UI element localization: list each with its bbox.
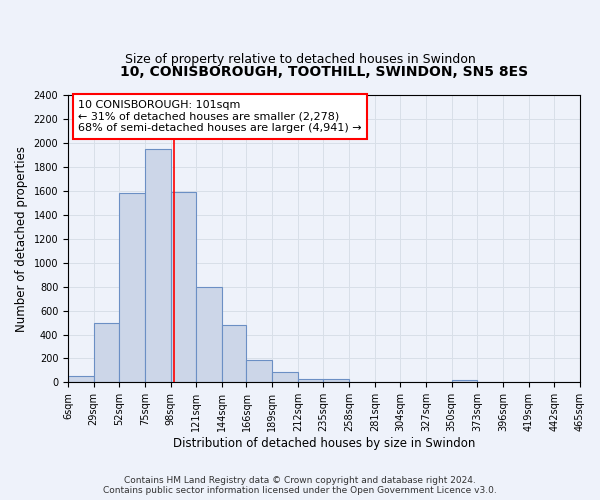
Bar — [323, 379, 349, 382]
Bar — [298, 379, 323, 382]
Bar — [94, 322, 119, 382]
Bar — [196, 286, 222, 382]
Title: 10, CONISBOROUGH, TOOTHILL, SWINDON, SN5 8ES: 10, CONISBOROUGH, TOOTHILL, SWINDON, SN5… — [120, 65, 528, 79]
Text: 10 CONISBOROUGH: 101sqm
← 31% of detached houses are smaller (2,278)
68% of semi: 10 CONISBOROUGH: 101sqm ← 31% of detache… — [78, 100, 362, 133]
Bar — [222, 325, 247, 382]
Text: Contains HM Land Registry data © Crown copyright and database right 2024.
Contai: Contains HM Land Registry data © Crown c… — [103, 476, 497, 495]
Bar — [272, 372, 298, 382]
Bar — [119, 194, 145, 382]
Bar — [145, 149, 170, 382]
Y-axis label: Number of detached properties: Number of detached properties — [15, 146, 28, 332]
X-axis label: Distribution of detached houses by size in Swindon: Distribution of detached houses by size … — [173, 437, 475, 450]
Bar — [68, 376, 94, 382]
Text: Size of property relative to detached houses in Swindon: Size of property relative to detached ho… — [125, 52, 475, 66]
Bar — [452, 380, 478, 382]
Bar — [170, 192, 196, 382]
Bar — [247, 360, 272, 382]
